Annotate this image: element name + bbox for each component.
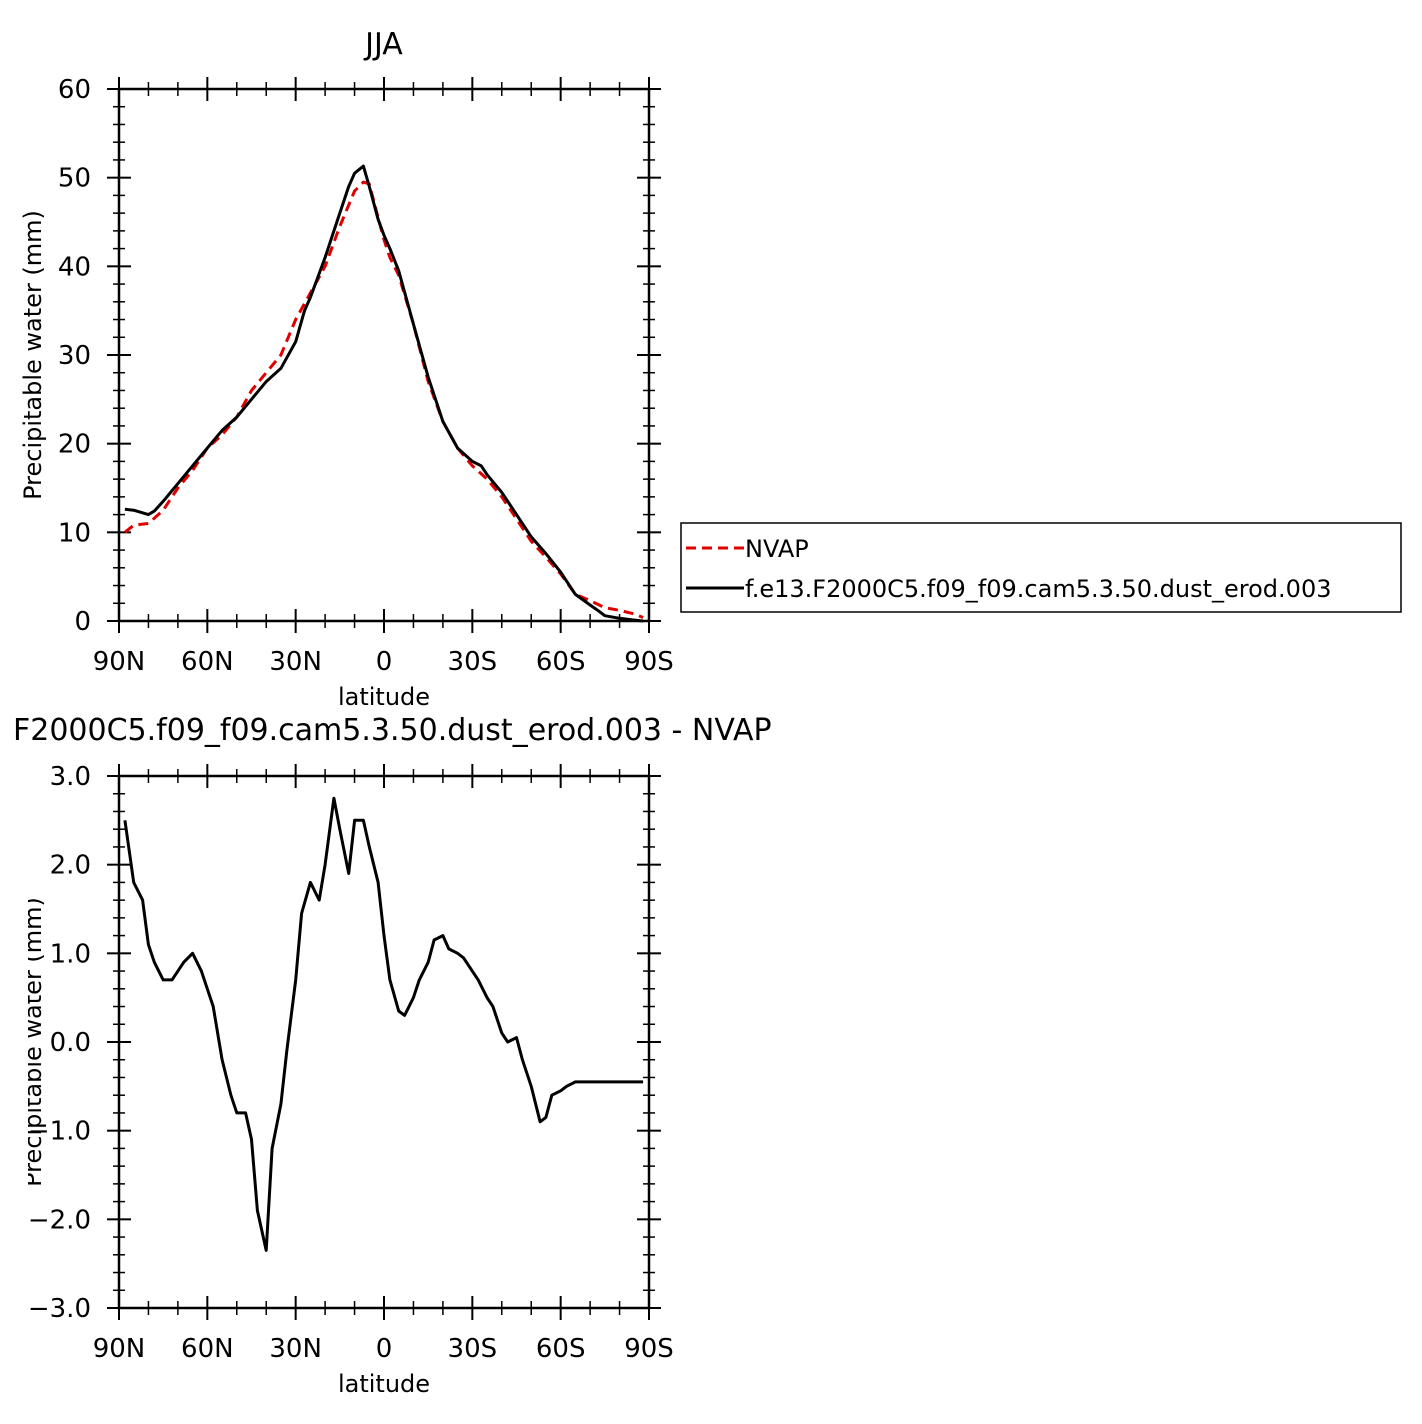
y-tick-label: 0.0: [50, 1028, 91, 1058]
y-tick-label: 40: [58, 252, 91, 282]
bottom-plot-frame: [117, 774, 651, 1310]
y-tick-label: −3.0: [28, 1294, 91, 1324]
bottom-ylabel-mask: [0, 870, 28, 1210]
y-tick-label: 0: [74, 607, 91, 637]
y-tick-label: 1.0: [50, 939, 91, 969]
y-tick-label: 10: [58, 518, 91, 548]
top-ticks: 90N 60N 30N 0 30S 60S 90S 0 10 20 30 40 50 60: [58, 75, 674, 677]
x-tick-label: 30S: [448, 1334, 498, 1364]
series-line-nvap: [123, 180, 644, 619]
y-tick-label: 30: [58, 341, 91, 371]
x-tick-label: 60S: [536, 647, 586, 677]
top-panel: JJA latitude Precipitable water (mm) 90N…: [19, 27, 674, 711]
series-line-model: [124, 164, 644, 623]
bottom-chart-title: F2000C5.f09_f09.cam5.3.50.dust_erod.003 …: [13, 713, 772, 748]
y-tick-label: −1.0: [28, 1117, 91, 1147]
y-tick-label: 50: [58, 164, 91, 194]
top-plot-frame: [117, 87, 651, 623]
x-tick-label: 0: [376, 1334, 393, 1364]
legend: NVAP f.e13.F2000C5.f09_f09.cam5.3.50.dus…: [680, 522, 1402, 613]
x-tick-label: 60N: [181, 647, 234, 677]
top-chart-title: JJA: [363, 27, 403, 62]
x-tick-label: 60N: [181, 1334, 234, 1364]
x-tick-label: 90S: [624, 647, 674, 677]
top-series: [123, 164, 644, 623]
x-tick-label: 0: [376, 647, 393, 677]
y-tick-label: 3.0: [50, 762, 91, 792]
series-line-difference: [123, 796, 644, 1252]
x-tick-label: 30N: [269, 1334, 322, 1364]
legend-box: [680, 522, 1402, 613]
x-tick-label: 90N: [93, 1334, 146, 1364]
y-tick-label: −2.0: [28, 1205, 91, 1235]
x-tick-label: 60S: [536, 1334, 586, 1364]
bottom-panel: F2000C5.f09_f09.cam5.3.50.dust_erod.003 …: [0, 713, 772, 1398]
x-tick-label: 30S: [448, 647, 498, 677]
x-tick-label: 90S: [624, 1334, 674, 1364]
bottom-x-axis-label: latitude: [338, 1370, 430, 1398]
x-tick-label: 30N: [269, 647, 322, 677]
y-tick-label: 20: [58, 430, 91, 460]
top-x-axis-label: latitude: [338, 683, 430, 711]
x-tick-label: 90N: [93, 647, 146, 677]
legend-label-model: f.e13.F2000C5.f09_f09.cam5.3.50.dust_ero…: [745, 575, 1331, 603]
bottom-series: [123, 796, 644, 1252]
legend-label-nvap: NVAP: [745, 535, 809, 563]
y-tick-label: 2.0: [50, 851, 91, 881]
y-tick-label: 60: [58, 75, 91, 105]
top-y-axis-label: Precipitable water (mm): [19, 210, 47, 500]
